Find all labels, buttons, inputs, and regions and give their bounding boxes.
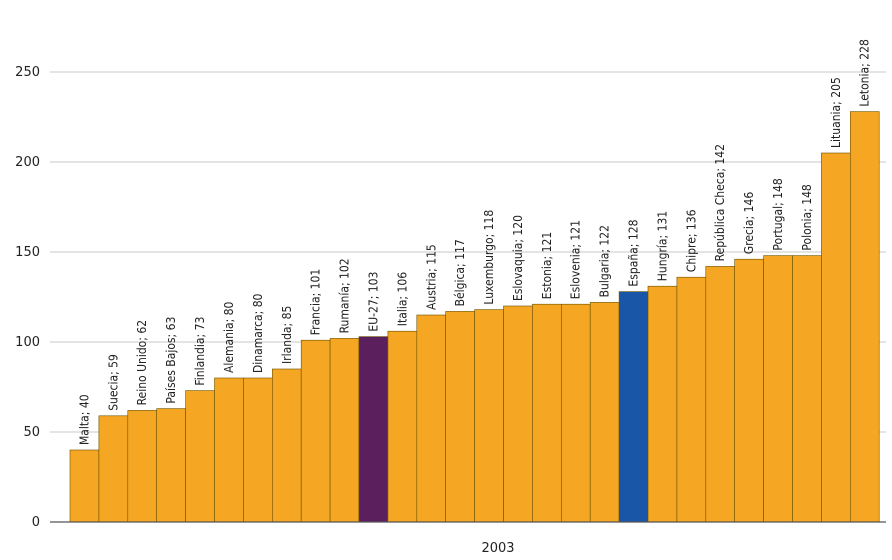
y-tick-label: 150 <box>15 245 40 260</box>
bar <box>243 377 273 523</box>
bar <box>849 111 880 523</box>
x-category-label: 2003 <box>481 541 514 556</box>
bar-data-label: República Checa; 142 <box>713 144 727 261</box>
bar <box>214 377 244 523</box>
bar-data-label: Finlandia; 73 <box>193 317 207 386</box>
bar-data-label: EU-27; 103 <box>366 272 380 332</box>
bar <box>127 410 158 523</box>
bar-data-label: Polonia; 148 <box>800 184 814 251</box>
bar <box>532 303 562 523</box>
bar <box>589 302 620 523</box>
bar <box>329 338 360 523</box>
y-tick-label: 200 <box>15 155 40 170</box>
bar <box>560 303 591 523</box>
bar-data-label: Francia; 101 <box>309 269 323 335</box>
bar <box>792 255 822 523</box>
bar <box>734 258 764 523</box>
bar-data-label: Dinamarca; 80 <box>251 293 265 373</box>
bar-data-label: Malta; 40 <box>77 394 91 445</box>
bar-data-label: Luxemburgo; 118 <box>482 210 496 305</box>
bar-data-label: Lituania; 205 <box>829 77 843 148</box>
bar-data-label: Alemania; 80 <box>222 301 236 373</box>
bar <box>445 311 475 523</box>
bar-data-label: Eslovaquia; 120 <box>511 215 525 301</box>
bar-data-label: Reino Unido; 62 <box>135 320 149 406</box>
bar <box>821 152 851 523</box>
bar <box>763 255 793 523</box>
y-tick-label: 100 <box>15 335 40 350</box>
bar <box>358 336 389 523</box>
y-tick-label: 0 <box>32 515 40 530</box>
bars <box>69 111 880 523</box>
bar-data-label: Hungría; 131 <box>655 211 669 281</box>
bar <box>416 314 446 523</box>
bar <box>387 330 418 523</box>
bar <box>647 285 678 523</box>
bar-data-label: Bulgaria; 122 <box>598 225 612 297</box>
bar-data-label: Chipre; 136 <box>684 209 698 272</box>
bar-data-label: España; 128 <box>627 219 641 286</box>
bar <box>271 368 302 523</box>
bar-data-label: Letonia; 228 <box>858 39 872 107</box>
bar-data-label: Portugal; 148 <box>771 178 785 250</box>
bar-data-label: Estonia; 121 <box>540 232 554 299</box>
bar-labels: Malta; 40 Suecia; 59 Reino Unido; 62 Países… <box>77 39 871 445</box>
bar <box>705 266 735 523</box>
bar <box>156 408 186 523</box>
bar <box>503 305 533 523</box>
bar-data-label: Austria; 115 <box>424 244 438 310</box>
bar-data-label: Rumanía; 102 <box>338 258 352 333</box>
bar <box>185 390 215 523</box>
bar <box>618 291 649 523</box>
bar <box>676 276 707 523</box>
bar <box>300 339 331 523</box>
bar <box>69 449 100 523</box>
bar-data-label: Suecia; 59 <box>106 354 120 411</box>
bar <box>474 309 504 523</box>
bar-data-label: Bélgica; 117 <box>453 239 467 306</box>
bar <box>98 415 129 523</box>
bar-data-label: Grecia; 146 <box>742 192 756 255</box>
y-tick-label: 250 <box>15 65 40 80</box>
bar-data-label: Irlanda; 85 <box>280 306 294 364</box>
bar-data-label: Eslovenia; 121 <box>569 220 583 299</box>
y-tick-label: 50 <box>23 425 40 440</box>
bar-data-label: Italia; 106 <box>395 272 409 326</box>
bar-data-label: Países Bajos; 63 <box>164 317 178 404</box>
y-tick-labels: 0 50 100 150 200 250 <box>15 65 40 530</box>
